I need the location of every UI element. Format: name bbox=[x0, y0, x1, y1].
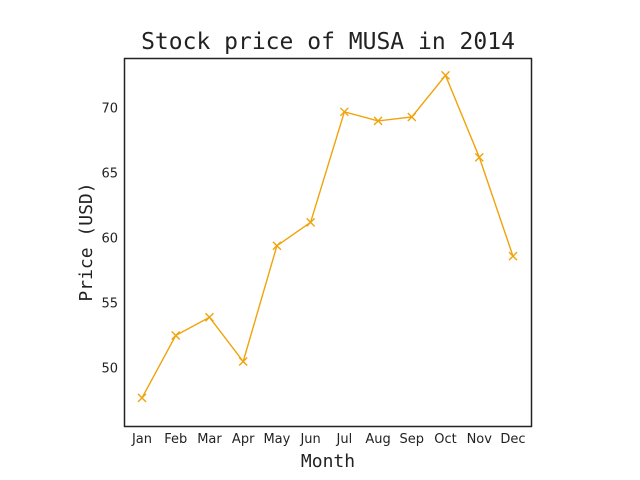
y-tick-label: 60 bbox=[101, 231, 118, 246]
data-point-marker bbox=[508, 251, 518, 261]
data-point-marker bbox=[238, 356, 248, 366]
y-tick-label: 55 bbox=[101, 296, 118, 311]
x-tick-label: Sep bbox=[400, 432, 425, 447]
plot-frame bbox=[123, 57, 533, 428]
data-point-marker bbox=[373, 116, 383, 126]
series-layer bbox=[137, 70, 518, 403]
x-tick-label: Mar bbox=[197, 432, 222, 447]
y-tick-label: 50 bbox=[101, 361, 118, 376]
x-tick-label: Dec bbox=[500, 432, 525, 447]
data-point-marker bbox=[306, 217, 316, 227]
y-axis-label: Price (USD) bbox=[76, 182, 97, 301]
data-point-marker bbox=[137, 393, 147, 403]
x-tick-label: Jun bbox=[299, 432, 320, 447]
x-tick-label: Jan bbox=[131, 432, 152, 447]
data-point-marker bbox=[407, 112, 417, 122]
data-point-marker bbox=[272, 241, 282, 251]
y-tick-label: 70 bbox=[101, 101, 118, 116]
data-point-marker bbox=[204, 312, 214, 322]
x-axis-label: Month bbox=[301, 451, 355, 472]
chart-title: Stock price of MUSA in 2014 bbox=[141, 29, 515, 55]
y-axis-ticks: 50 55 60 65 70 bbox=[101, 101, 118, 376]
data-point-marker bbox=[171, 330, 181, 340]
x-tick-label: Aug bbox=[365, 432, 390, 447]
data-point-marker bbox=[339, 107, 349, 117]
data-point-marker bbox=[474, 152, 484, 162]
data-point-marker bbox=[441, 70, 451, 80]
x-tick-label: Apr bbox=[232, 432, 255, 447]
x-tick-label: Oct bbox=[434, 432, 456, 447]
x-tick-label: Feb bbox=[164, 432, 187, 447]
x-axis-ticks: Jan Feb Mar Apr May Jun Jul Aug Sep Oct Nov Dec bbox=[131, 432, 526, 447]
x-tick-label: Nov bbox=[467, 432, 493, 447]
y-tick-label: 65 bbox=[101, 166, 118, 181]
x-tick-label: Jul bbox=[336, 432, 353, 447]
series-line bbox=[141, 74, 514, 399]
x-tick-label: May bbox=[263, 432, 290, 447]
